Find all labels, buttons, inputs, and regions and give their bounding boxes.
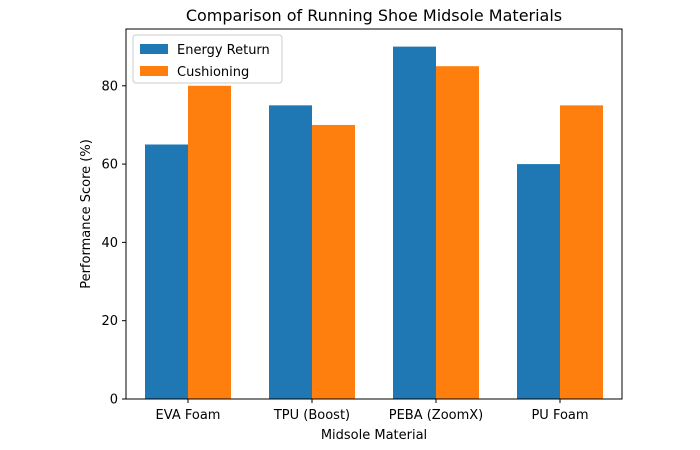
- y-tick-label-1: 20: [101, 314, 118, 329]
- y-tick-label-2: 40: [101, 236, 118, 251]
- plot-frame: [125, 28, 623, 400]
- legend-label-energy-return: Energy Return: [177, 43, 270, 58]
- y-axis-label: Performance Score (%): [79, 139, 94, 289]
- bar-energy-return-2: [393, 46, 436, 399]
- bar-cushioning-3: [560, 105, 603, 399]
- y-tick-label-3: 60: [101, 158, 118, 173]
- bar-cushioning-1: [312, 124, 355, 399]
- legend-swatch-cushioning: [140, 66, 168, 76]
- x-tick-label-2: PEBA (ZoomX): [389, 408, 484, 423]
- x-tick-label-0: EVA Foam: [156, 408, 221, 423]
- legend-box: [132, 34, 283, 84]
- legend: Energy Return Cushioning: [132, 34, 283, 84]
- bar-cushioning-2: [436, 66, 479, 399]
- bar-energy-return-3: [517, 164, 560, 399]
- legend-label-cushioning: Cushioning: [177, 65, 249, 80]
- y-tick-label-4: 80: [101, 79, 118, 94]
- axes: 0 20 40 60 80 EVA Foam TPU (Boost) PEBA (ZoomX)…: [101, 28, 623, 423]
- bar-cushioning-0: [188, 85, 231, 399]
- x-tick-label-3: PU Foam: [531, 408, 588, 423]
- x-tick-label-1: TPU (Boost): [273, 408, 350, 423]
- x-axis-label: Midsole Material: [321, 428, 427, 443]
- y-tick-label-0: 0: [110, 393, 118, 408]
- bar-energy-return-0: [145, 144, 188, 399]
- plot-area: [145, 46, 603, 399]
- legend-swatch-energy-return: [140, 44, 168, 54]
- bar-energy-return-1: [269, 105, 312, 399]
- chart-title: Comparison of Running Shoe Midsole Mater…: [186, 6, 562, 25]
